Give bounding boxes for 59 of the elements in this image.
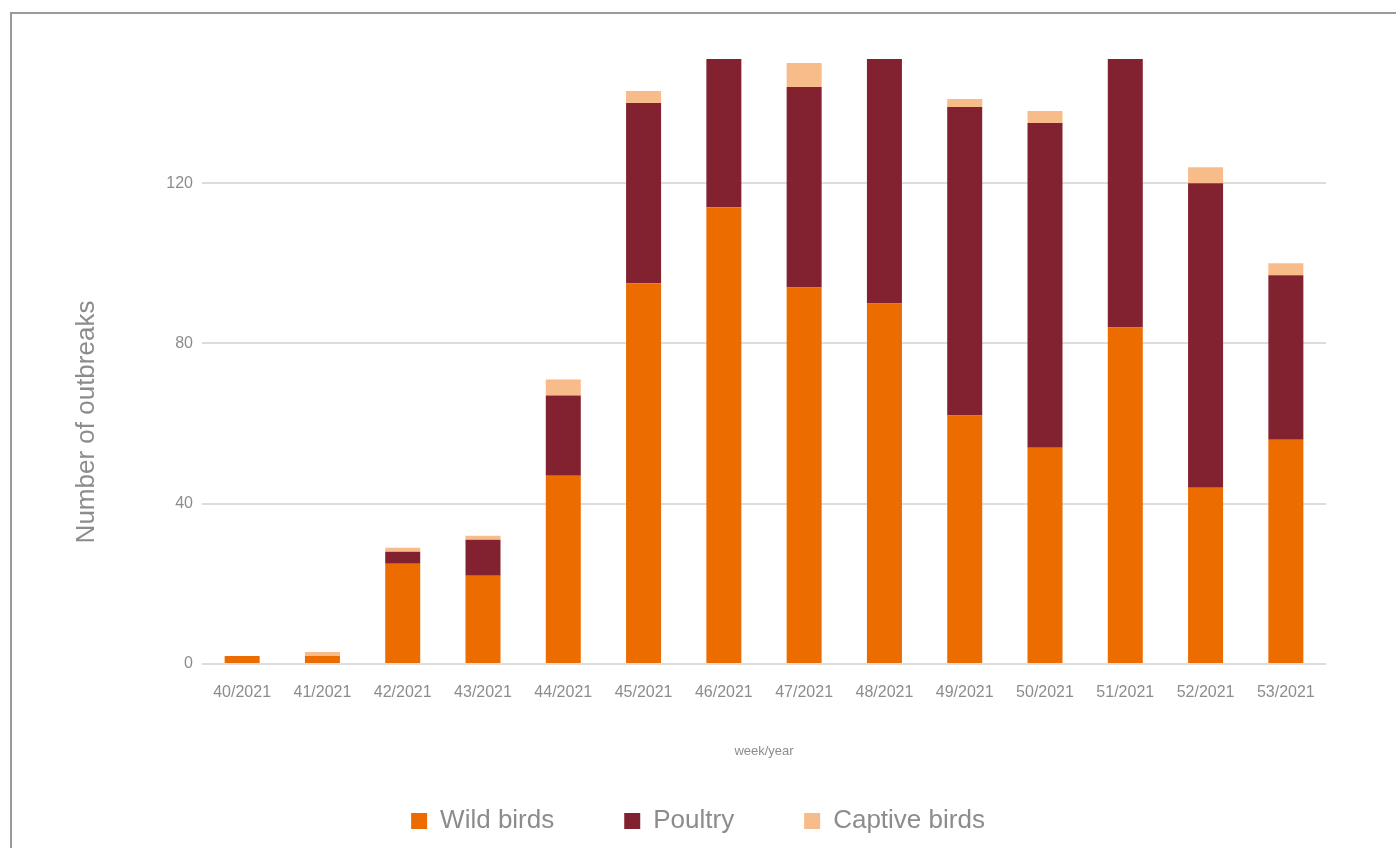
bar bbox=[304, 655, 340, 663]
bar bbox=[626, 91, 662, 104]
y-tick-label: 80 bbox=[175, 333, 194, 351]
bar bbox=[465, 575, 501, 663]
x-tick-label: 42/2021 bbox=[373, 683, 432, 701]
x-tick-label: 41/2021 bbox=[293, 683, 352, 701]
bar bbox=[385, 551, 421, 564]
bar bbox=[1027, 123, 1063, 448]
bar bbox=[1107, 327, 1143, 663]
y-tick-label: 120 bbox=[166, 173, 194, 191]
bar bbox=[947, 415, 983, 663]
bar bbox=[706, 59, 742, 208]
bar bbox=[626, 283, 662, 663]
legend-label: Poultry bbox=[653, 804, 735, 835]
bar bbox=[706, 207, 742, 663]
x-tick-label: 40/2021 bbox=[213, 683, 272, 701]
bar bbox=[304, 651, 340, 656]
x-axis-title: week/year bbox=[733, 742, 795, 758]
bar bbox=[465, 535, 501, 540]
bar bbox=[1027, 447, 1063, 663]
legend-label: Wild birds bbox=[440, 804, 555, 835]
bar bbox=[545, 475, 581, 663]
bar bbox=[224, 655, 260, 663]
x-tick-label: 48/2021 bbox=[855, 683, 914, 701]
x-tick-label: 51/2021 bbox=[1096, 683, 1155, 701]
x-tick-label: 50/2021 bbox=[1016, 683, 1075, 701]
bar bbox=[1107, 59, 1143, 328]
bar bbox=[626, 103, 662, 284]
bar bbox=[465, 539, 501, 576]
bar bbox=[786, 63, 822, 88]
bar bbox=[1188, 167, 1224, 184]
y-tick-label: 40 bbox=[175, 494, 194, 512]
x-tick-label: 46/2021 bbox=[694, 683, 753, 701]
bar bbox=[1188, 183, 1224, 488]
bar bbox=[385, 547, 421, 552]
bar bbox=[947, 107, 983, 416]
bar bbox=[545, 379, 581, 396]
bar bbox=[786, 287, 822, 663]
x-tick-label: 52/2021 bbox=[1176, 683, 1235, 701]
bar bbox=[866, 303, 902, 663]
bar bbox=[1268, 439, 1304, 663]
bar bbox=[786, 87, 822, 288]
x-tick-label: 49/2021 bbox=[935, 683, 994, 701]
x-tick-label: 43/2021 bbox=[454, 683, 513, 701]
bar bbox=[1027, 111, 1063, 124]
bar bbox=[1268, 263, 1304, 276]
bar bbox=[1188, 487, 1224, 663]
y-axis-title: Number of outbreaks bbox=[70, 300, 101, 544]
x-tick-label: 47/2021 bbox=[775, 683, 834, 701]
bar bbox=[1268, 275, 1304, 440]
bar bbox=[545, 395, 581, 476]
y-tick-label: 0 bbox=[184, 654, 194, 672]
bar bbox=[947, 99, 983, 108]
x-tick-label: 44/2021 bbox=[534, 683, 593, 701]
bar bbox=[866, 59, 902, 304]
bar bbox=[385, 563, 421, 663]
x-tick-label: 45/2021 bbox=[614, 683, 673, 701]
x-tick-label: 53/2021 bbox=[1256, 683, 1315, 701]
legend-label: Captive birds bbox=[833, 804, 985, 835]
